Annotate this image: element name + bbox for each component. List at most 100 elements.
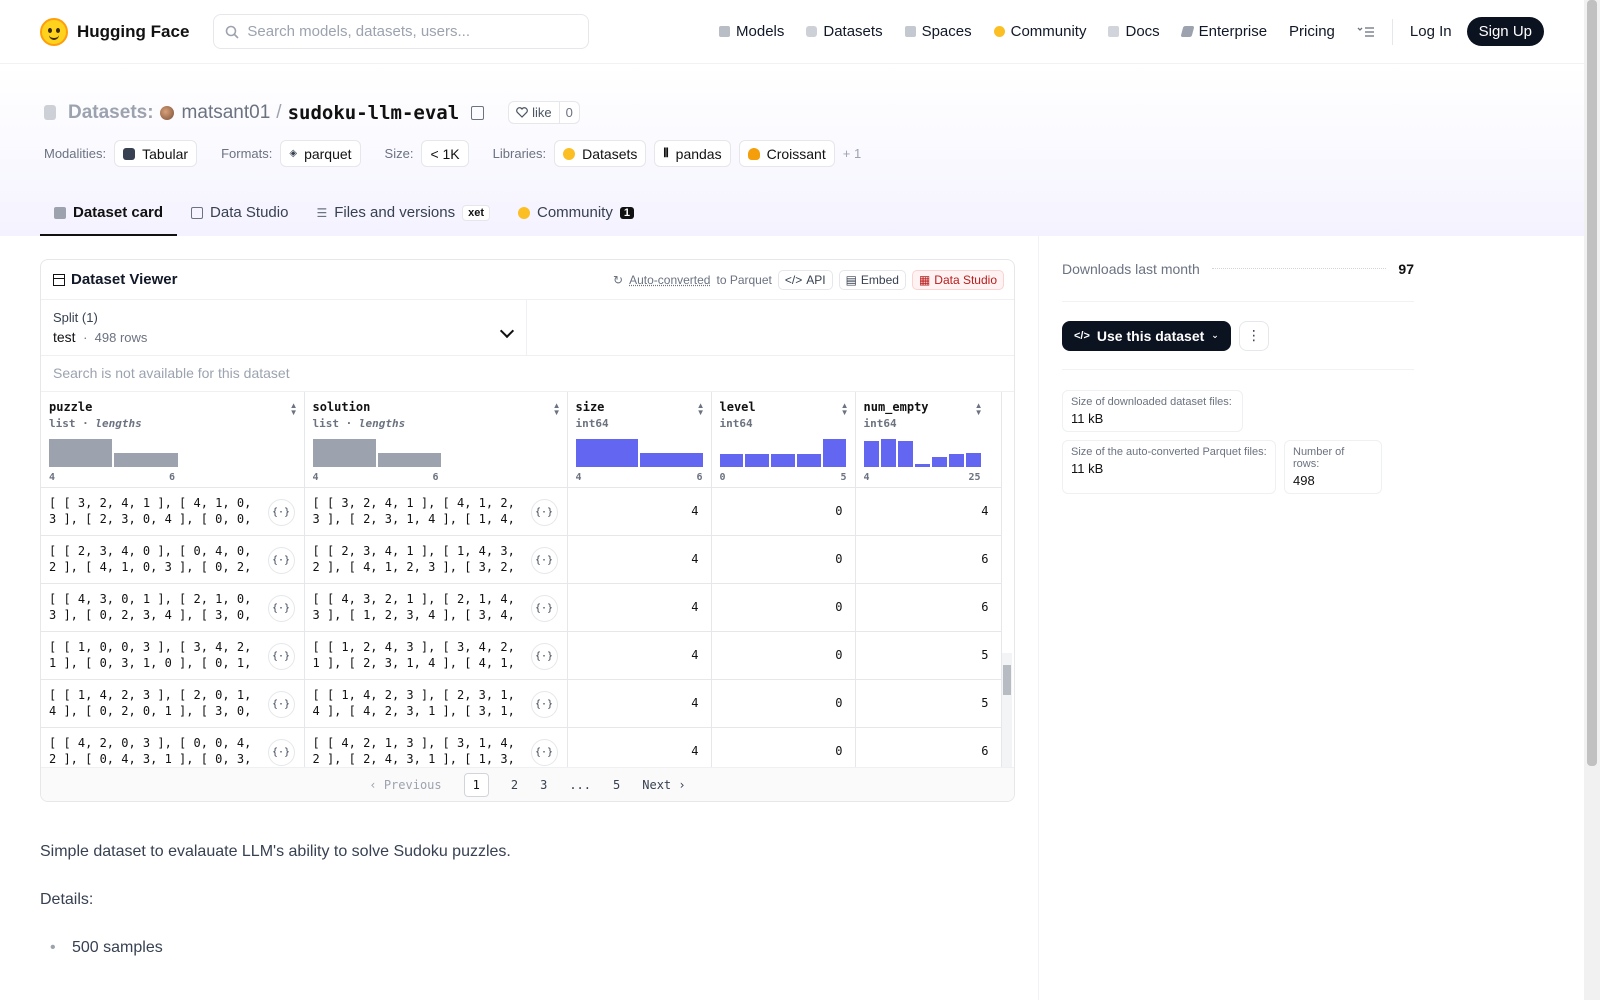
nav-docs[interactable]: Docs (1097, 23, 1170, 40)
library-chip-croissant[interactable]: Croissant (738, 140, 835, 167)
column-header-num-empty[interactable]: num_empty int64 ▲ ▼ 4 25 (855, 392, 1002, 488)
tab-data-studio[interactable]: Data Studio (177, 191, 302, 236)
nav-models[interactable]: Models (708, 23, 795, 40)
cell-solution[interactable]: [ [ 1, 2, 4, 3 ], [ 3, 4, 2, 1 ], [ 2, 3… (304, 631, 568, 680)
histogram-bar[interactable] (640, 453, 703, 467)
cell-solution[interactable]: [ [ 4, 3, 2, 1 ], [ 2, 1, 4, 3 ], [ 1, 2… (304, 583, 568, 632)
cell-solution[interactable]: [ [ 3, 2, 4, 1 ], [ 4, 1, 2, 3 ], [ 2, 3… (304, 487, 568, 536)
histogram-bar[interactable] (822, 438, 847, 467)
repo-name[interactable]: sudoku-llm-eval (287, 101, 460, 124)
cell-puzzle[interactable]: [ [ 4, 3, 0, 1 ], [ 2, 1, 0, 3 ], [ 0, 2… (41, 583, 305, 632)
column-header-level[interactable]: level int64 ▲ ▼ 0 5 (711, 392, 856, 488)
histogram-bar[interactable] (914, 463, 930, 467)
table-scrollbar[interactable] (1002, 653, 1012, 801)
histogram-bar[interactable] (965, 452, 981, 467)
json-icon[interactable]: {·} (267, 498, 295, 526)
cell-puzzle[interactable]: [ [ 2, 3, 4, 0 ], [ 0, 4, 0, 2 ], [ 4, 1… (41, 535, 305, 584)
library-chip-pandas[interactable]: ⦀ pandas (654, 140, 731, 167)
sort-icon[interactable]: ▲ ▼ (840, 401, 849, 417)
histogram-bar[interactable] (796, 453, 821, 467)
histogram-bar[interactable] (575, 438, 638, 467)
json-icon[interactable]: {·} (530, 498, 558, 526)
nav-datasets[interactable]: Datasets (795, 23, 893, 40)
cell-solution[interactable]: [ [ 2, 3, 4, 1 ], [ 1, 4, 3, 2 ], [ 4, 1… (304, 535, 568, 584)
cell-solution[interactable]: [ [ 1, 4, 2, 3 ], [ 2, 3, 1, 4 ], [ 4, 2… (304, 679, 568, 728)
next-page-button[interactable]: Next › (642, 777, 686, 792)
cell-puzzle[interactable]: [ [ 1, 0, 0, 3 ], [ 3, 4, 2, 1 ], [ 0, 3… (41, 631, 305, 680)
page-scrollbar[interactable] (1584, 0, 1600, 1000)
histogram-bar[interactable] (114, 453, 178, 467)
tab-files-and-versions[interactable]: ☰ Files and versions xet (302, 191, 504, 236)
like-button[interactable]: like 0 (508, 101, 580, 124)
previous-page-button[interactable]: ‹ Previous (369, 777, 442, 792)
histogram-bar[interactable] (312, 438, 376, 467)
sort-icon[interactable]: ▲ ▼ (696, 401, 705, 417)
more-options-button[interactable]: ⋮ (1238, 320, 1269, 351)
library-chip-datasets[interactable]: Datasets (554, 140, 647, 167)
page-button[interactable]: 2 (510, 777, 519, 792)
histogram-bar[interactable] (719, 453, 744, 467)
api-button[interactable]: </> API (777, 269, 833, 290)
global-search-input[interactable]: Search models, datasets, users... (213, 14, 590, 49)
nav-enterprise[interactable]: Enterprise (1171, 23, 1278, 40)
copy-icon[interactable] (471, 105, 485, 120)
histogram-bar[interactable] (897, 441, 913, 467)
use-this-dataset-button[interactable]: </> Use this dataset ⌄ (1062, 320, 1231, 351)
signup-button[interactable]: Sign Up (1466, 17, 1544, 46)
json-icon[interactable]: {·} (530, 594, 558, 622)
json-icon[interactable]: {·} (267, 738, 295, 766)
sort-icon[interactable]: ▲ ▼ (552, 401, 561, 417)
table-scrollbar-thumb[interactable] (1003, 665, 1011, 695)
auto-converted-link[interactable]: Auto-converted (629, 272, 711, 287)
embed-button[interactable]: ▤ Embed (838, 269, 906, 290)
data-studio-button[interactable]: ▦ Data Studio (911, 269, 1004, 290)
size-chip[interactable]: < 1K (421, 140, 469, 167)
page-button[interactable]: 5 (613, 777, 621, 792)
hist-min: 4 (49, 471, 56, 483)
repo-owner-link[interactable]: matsant01 (181, 101, 271, 123)
tab-dataset-card[interactable]: Dataset card (40, 191, 178, 236)
nav-pricing[interactable]: Pricing (1278, 23, 1346, 40)
page-button-current[interactable]: 1 (463, 772, 489, 797)
json-icon[interactable]: {·} (267, 546, 295, 574)
histogram-bar[interactable] (49, 438, 113, 467)
page-button[interactable]: 3 (540, 777, 548, 792)
nav-community[interactable]: Community (983, 23, 1098, 40)
json-icon[interactable]: {·} (530, 642, 558, 670)
login-link[interactable]: Log In (1399, 23, 1463, 40)
json-icon[interactable]: {·} (267, 690, 295, 718)
json-icon[interactable]: {·} (530, 738, 558, 766)
nav-spaces[interactable]: Spaces (894, 23, 983, 40)
sort-icon[interactable]: ▲ ▼ (289, 401, 298, 417)
json-icon[interactable]: {·} (530, 690, 558, 718)
page-scrollbar-thumb[interactable] (1587, 0, 1597, 766)
viewer-search-input[interactable]: Search is not available for this dataset (41, 356, 1014, 392)
table-icon (191, 206, 204, 219)
sort-icon[interactable]: ▲ ▼ (974, 401, 983, 417)
json-icon[interactable]: {·} (530, 546, 558, 574)
histogram-bar[interactable] (377, 453, 441, 467)
histogram-bar[interactable] (863, 441, 879, 467)
column-header-size[interactable]: size int64 ▲ ▼ 4 6 (567, 392, 712, 488)
tab-community[interactable]: Community 1 (504, 191, 648, 236)
section-label[interactable]: Datasets: (68, 101, 154, 123)
more-libraries-link[interactable]: + 1 (842, 146, 862, 161)
histogram-bar[interactable] (880, 438, 896, 467)
histogram-bar[interactable] (948, 453, 964, 467)
nav-more-menu[interactable] (1346, 26, 1386, 38)
histogram-bar[interactable] (745, 453, 770, 467)
histogram-bar[interactable] (771, 453, 795, 467)
format-chip[interactable]: ◈ parquet (280, 140, 361, 167)
cell-puzzle[interactable]: [ [ 3, 2, 4, 1 ], [ 4, 1, 0, 3 ], [ 2, 3… (41, 487, 305, 536)
enterprise-icon (1180, 26, 1195, 37)
json-icon[interactable]: {·} (267, 594, 295, 622)
brand-link[interactable]: Hugging Face (40, 17, 189, 46)
modality-chip[interactable]: Tabular (114, 140, 198, 167)
json-icon[interactable]: {·} (267, 642, 295, 670)
split-select[interactable]: Split (1) test · 498 rows (41, 300, 527, 355)
histogram-bar[interactable] (931, 456, 947, 467)
stat-value: 498 (1293, 473, 1315, 488)
cell-puzzle[interactable]: [ [ 1, 4, 2, 3 ], [ 2, 0, 1, 4 ], [ 0, 2… (41, 679, 305, 728)
